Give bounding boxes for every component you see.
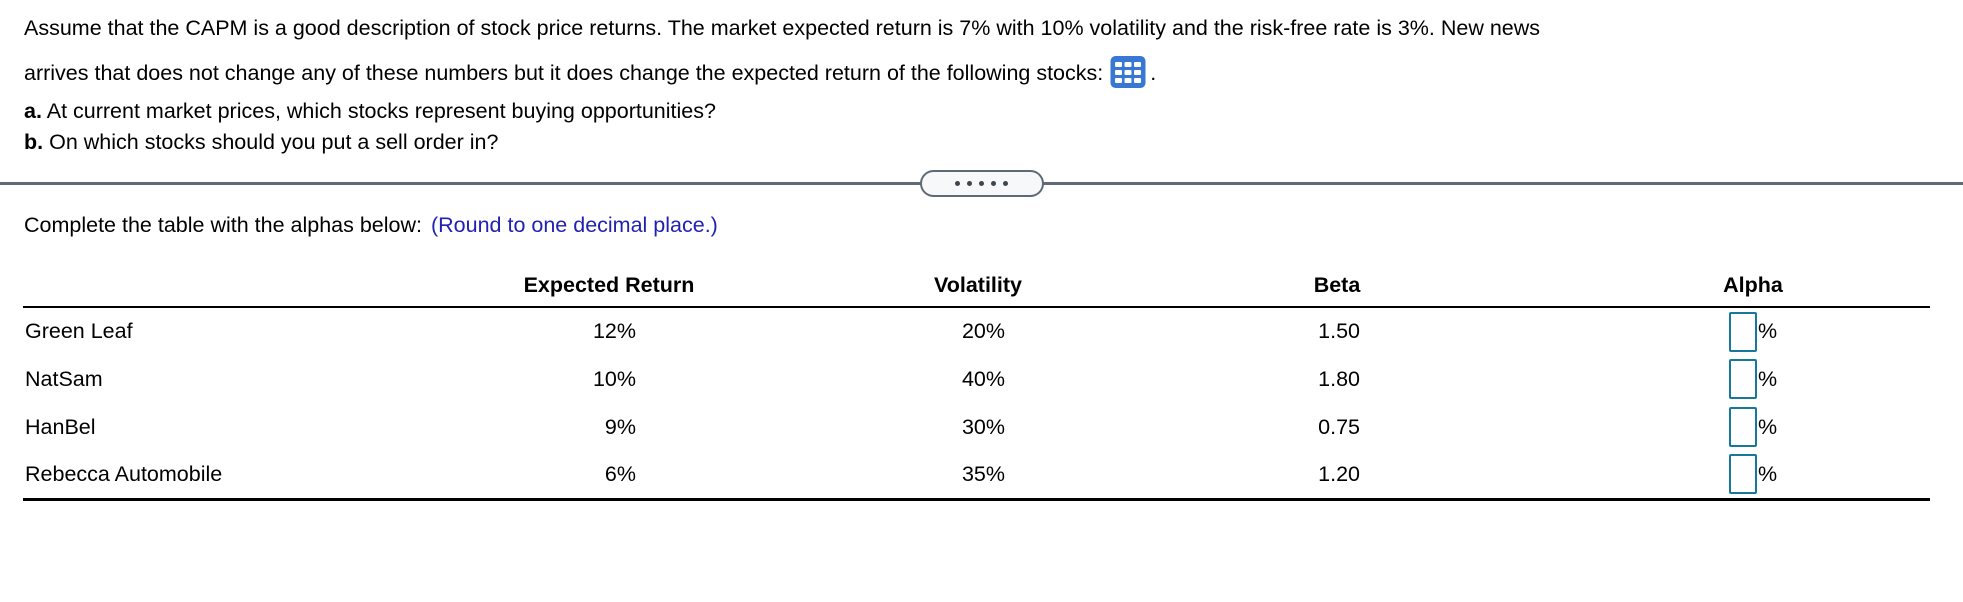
problem-text: Assume that the CAPM is a good descripti… (0, 0, 1963, 96)
beta-value: 1.80 (1318, 366, 1360, 391)
pill-dot (967, 181, 972, 186)
expected-return-value: 12% (592, 319, 636, 343)
volatility-value: 35% (961, 461, 1005, 486)
question-part-b: b. On which stocks should you put a sell… (0, 127, 1963, 158)
alpha-percent-suffix: % (1757, 414, 1778, 439)
expected-return-value: 10% (592, 366, 636, 391)
part-a-text: At current market prices, which stocks r… (46, 99, 716, 123)
stock-name: Rebecca Automobile (25, 461, 223, 486)
part-a-label: a. (24, 99, 42, 123)
answer-section: Complete the table with the alphas below… (0, 211, 1963, 501)
beta-value: 0.75 (1318, 414, 1360, 439)
pill-dot (991, 181, 996, 186)
expected-return-value: 6% (604, 461, 636, 486)
part-b-text: On which stocks should you put a sell or… (49, 130, 499, 154)
section-divider (0, 170, 1963, 197)
instruction-text: Complete the table with the alphas below… (24, 213, 422, 237)
table-row: Green Leaf 12% 20% 1.50% (23, 307, 1930, 355)
header-volatility: Volatility (858, 264, 1098, 308)
alpha-input[interactable] (1728, 359, 1757, 399)
problem-statement: Assume that the CAPM is a good descripti… (0, 0, 1963, 158)
question-part-a: a. At current market prices, which stock… (0, 96, 1963, 127)
alpha-table-body: Green Leaf 12% 20% 1.50% NatSam 10% 40% 1.80% Ha… (23, 307, 1930, 499)
table-header-row: Expected Return Volatility Beta Alpha (23, 264, 1930, 308)
table-row: HanBel 9% 30% 0.75% (23, 403, 1930, 451)
alpha-input[interactable] (1728, 407, 1757, 447)
divider-expander-button[interactable] (919, 170, 1044, 197)
problem-text-line1: Assume that the CAPM is a good descripti… (24, 16, 1541, 40)
expected-return-value: 9% (604, 414, 636, 439)
alpha-percent-suffix: % (1757, 461, 1778, 486)
volatility-value: 40% (961, 366, 1005, 391)
pill-dot (979, 181, 984, 186)
table-row: Rebecca Automobile 6% 35% 1.20% (23, 451, 1930, 499)
header-alpha: Alpha (1576, 264, 1930, 308)
data-table-icon[interactable] (1110, 55, 1146, 89)
alpha-percent-suffix: % (1757, 319, 1778, 343)
volatility-value: 20% (961, 319, 1005, 343)
table-row: NatSam 10% 40% 1.80% (23, 355, 1930, 403)
header-beta: Beta (1098, 264, 1576, 308)
alpha-percent-suffix: % (1757, 366, 1778, 391)
answer-instruction: Complete the table with the alphas below… (0, 211, 1963, 239)
stock-name: NatSam (25, 366, 103, 391)
problem-text-period: . (1150, 61, 1157, 85)
alpha-cell: % (1576, 307, 1930, 355)
alpha-cell: % (1576, 451, 1930, 499)
beta-value: 1.20 (1318, 461, 1360, 486)
volatility-value: 30% (961, 414, 1005, 439)
problem-text-line2: arrives that does not change any of thes… (24, 51, 1933, 96)
pill-dot (1003, 181, 1008, 186)
header-expected-return: Expected Return (360, 264, 858, 308)
alpha-input[interactable] (1728, 454, 1757, 495)
alpha-cell: % (1576, 403, 1930, 451)
beta-value: 1.50 (1318, 319, 1360, 343)
header-stock (23, 264, 360, 308)
pill-dot (955, 181, 960, 186)
stock-name: Green Leaf (25, 319, 133, 343)
rounding-hint: (Round to one decimal place.) (431, 213, 718, 237)
part-b-label: b. (24, 130, 44, 154)
stock-name: HanBel (25, 414, 96, 439)
alpha-input[interactable] (1728, 311, 1757, 352)
alpha-table: Expected Return Volatility Beta Alpha Gr… (23, 264, 1930, 501)
alpha-cell: % (1576, 355, 1930, 403)
